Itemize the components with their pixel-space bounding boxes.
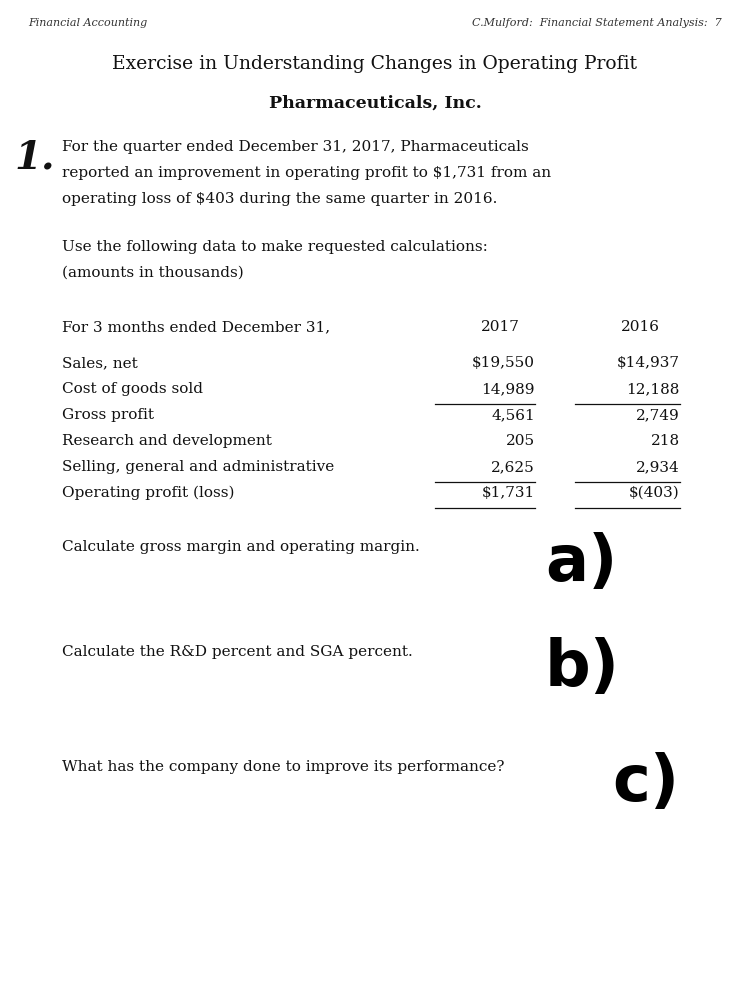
Text: $(403): $(403) xyxy=(629,486,680,500)
Text: 12,188: 12,188 xyxy=(627,382,680,396)
Text: 1.: 1. xyxy=(14,138,55,176)
Text: c): c) xyxy=(612,752,680,814)
Text: reported an improvement in operating profit to $1,731 from an: reported an improvement in operating pro… xyxy=(62,166,551,180)
Text: operating loss of $403 during the same quarter in 2016.: operating loss of $403 during the same q… xyxy=(62,192,497,206)
Text: a): a) xyxy=(545,532,617,594)
Text: What has the company done to improve its performance?: What has the company done to improve its… xyxy=(62,760,505,774)
Text: $14,937: $14,937 xyxy=(617,356,680,370)
Text: 2,749: 2,749 xyxy=(636,408,680,422)
Text: For the quarter ended December 31, 2017, Pharmaceuticals: For the quarter ended December 31, 2017,… xyxy=(62,140,529,154)
Text: Gross profit: Gross profit xyxy=(62,408,154,422)
Text: (amounts in thousands): (amounts in thousands) xyxy=(62,266,244,280)
Text: Calculate the R&D percent and SGA percent.: Calculate the R&D percent and SGA percen… xyxy=(62,645,412,659)
Text: Calculate gross margin and operating margin.: Calculate gross margin and operating mar… xyxy=(62,540,420,554)
Text: Financial Accounting: Financial Accounting xyxy=(28,18,147,28)
Text: $1,731: $1,731 xyxy=(482,486,535,500)
Text: Cost of goods sold: Cost of goods sold xyxy=(62,382,203,396)
Text: 205: 205 xyxy=(506,434,535,448)
Text: $19,550: $19,550 xyxy=(472,356,535,370)
Text: Pharmaceuticals, Inc.: Pharmaceuticals, Inc. xyxy=(268,95,482,112)
Text: Sales, net: Sales, net xyxy=(62,356,138,370)
Text: 2,934: 2,934 xyxy=(636,460,680,474)
Text: Selling, general and administrative: Selling, general and administrative xyxy=(62,460,334,474)
Text: 14,989: 14,989 xyxy=(482,382,535,396)
Text: Operating profit (loss): Operating profit (loss) xyxy=(62,486,235,501)
Text: Research and development: Research and development xyxy=(62,434,272,448)
Text: Exercise in Understanding Changes in Operating Profit: Exercise in Understanding Changes in Ope… xyxy=(112,55,638,73)
Text: Use the following data to make requested calculations:: Use the following data to make requested… xyxy=(62,240,488,254)
Text: 218: 218 xyxy=(651,434,680,448)
Text: 2017: 2017 xyxy=(481,320,520,334)
Text: C.Mulford:  Financial Statement Analysis:  7: C.Mulford: Financial Statement Analysis:… xyxy=(472,18,722,28)
Text: 2,625: 2,625 xyxy=(491,460,535,474)
Text: 4,561: 4,561 xyxy=(491,408,535,422)
Text: b): b) xyxy=(545,637,620,699)
Text: For 3 months ended December 31,: For 3 months ended December 31, xyxy=(62,320,330,334)
Text: 2016: 2016 xyxy=(620,320,659,334)
